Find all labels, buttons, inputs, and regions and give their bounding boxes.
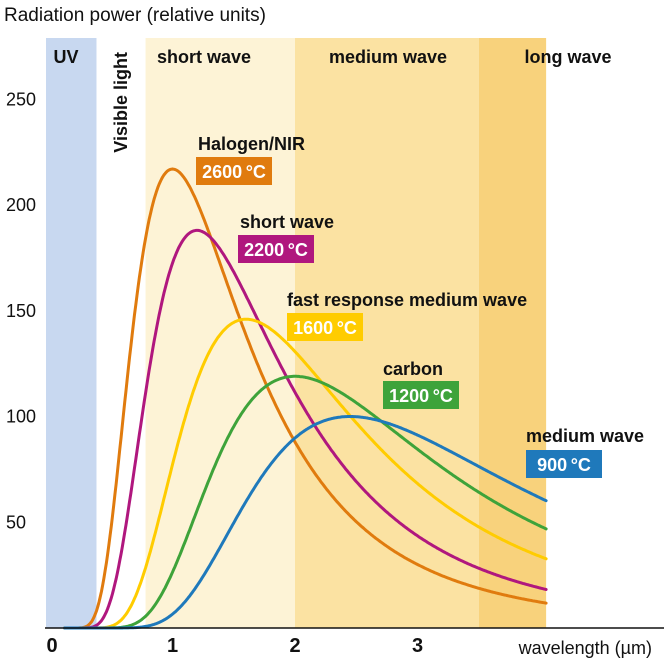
curve-short-wave: [63, 228, 548, 630]
band-long-wave: [478, 38, 547, 628]
curve-fast-response-medium-wave: [63, 317, 548, 630]
curve-carbon: [63, 374, 548, 630]
wavelength-bands: [46, 38, 547, 628]
band-label-visible-light: Visible light: [111, 52, 131, 153]
temp-badge-halogen-nir: [196, 157, 272, 185]
band-label-medium-wave: medium wave: [329, 47, 447, 67]
temp-label-halogen-nir: 2600 °C: [202, 162, 266, 182]
x-tick-label: 3: [412, 635, 423, 657]
temp-label-short-wave: 2200 °C: [244, 240, 308, 260]
axes: 50 100 150 200 250 0 1 2 3 Radiation power (relat…: [4, 5, 664, 658]
x-tick-label: 1: [167, 635, 178, 657]
x-axis-title: wavelength (µm): [518, 638, 652, 658]
temp-label-medium-wave: 900 °C: [537, 455, 591, 475]
curve-halogen-nir: [63, 167, 548, 630]
series-name-short-wave: short wave: [240, 212, 334, 232]
series-curves: [63, 167, 548, 630]
series-name-medium-wave: medium wave: [526, 426, 644, 446]
temp-badge-short-wave: [238, 235, 314, 263]
y-tick-label: 50: [6, 512, 26, 532]
y-tick-label: 250: [6, 89, 36, 109]
labels: UV Visible light short wave medium wave long…: [53, 47, 644, 478]
temp-label-fast-response-medium-wave: 1600 °C: [293, 318, 357, 338]
series-name-fast-response-medium-wave: fast response medium wave: [287, 290, 527, 310]
y-tick-label: 100: [6, 407, 36, 427]
y-tick-label: 200: [6, 195, 36, 215]
curve-medium-wave: [63, 415, 548, 630]
y-tick-label: 150: [6, 301, 36, 321]
x-tick-label: 0: [46, 635, 57, 657]
x-tick-label: 2: [289, 635, 300, 657]
temp-label-carbon: 1200 °C: [389, 386, 453, 406]
band-label-uv: UV: [53, 47, 78, 67]
band-label-short-wave: short wave: [157, 47, 251, 67]
y-axis-title: Radiation power (relative units): [4, 5, 266, 26]
series-name-carbon: carbon: [383, 359, 443, 379]
band-uv: [46, 38, 97, 628]
band-visible-light: [96, 38, 146, 628]
band-label-long-wave: long wave: [524, 47, 611, 67]
temp-badge-carbon: [383, 381, 459, 409]
series-name-halogen-nir: Halogen/NIR: [198, 134, 305, 154]
temp-badge-medium-wave: [526, 450, 602, 478]
temp-badge-fast-response-medium-wave: [287, 313, 363, 341]
